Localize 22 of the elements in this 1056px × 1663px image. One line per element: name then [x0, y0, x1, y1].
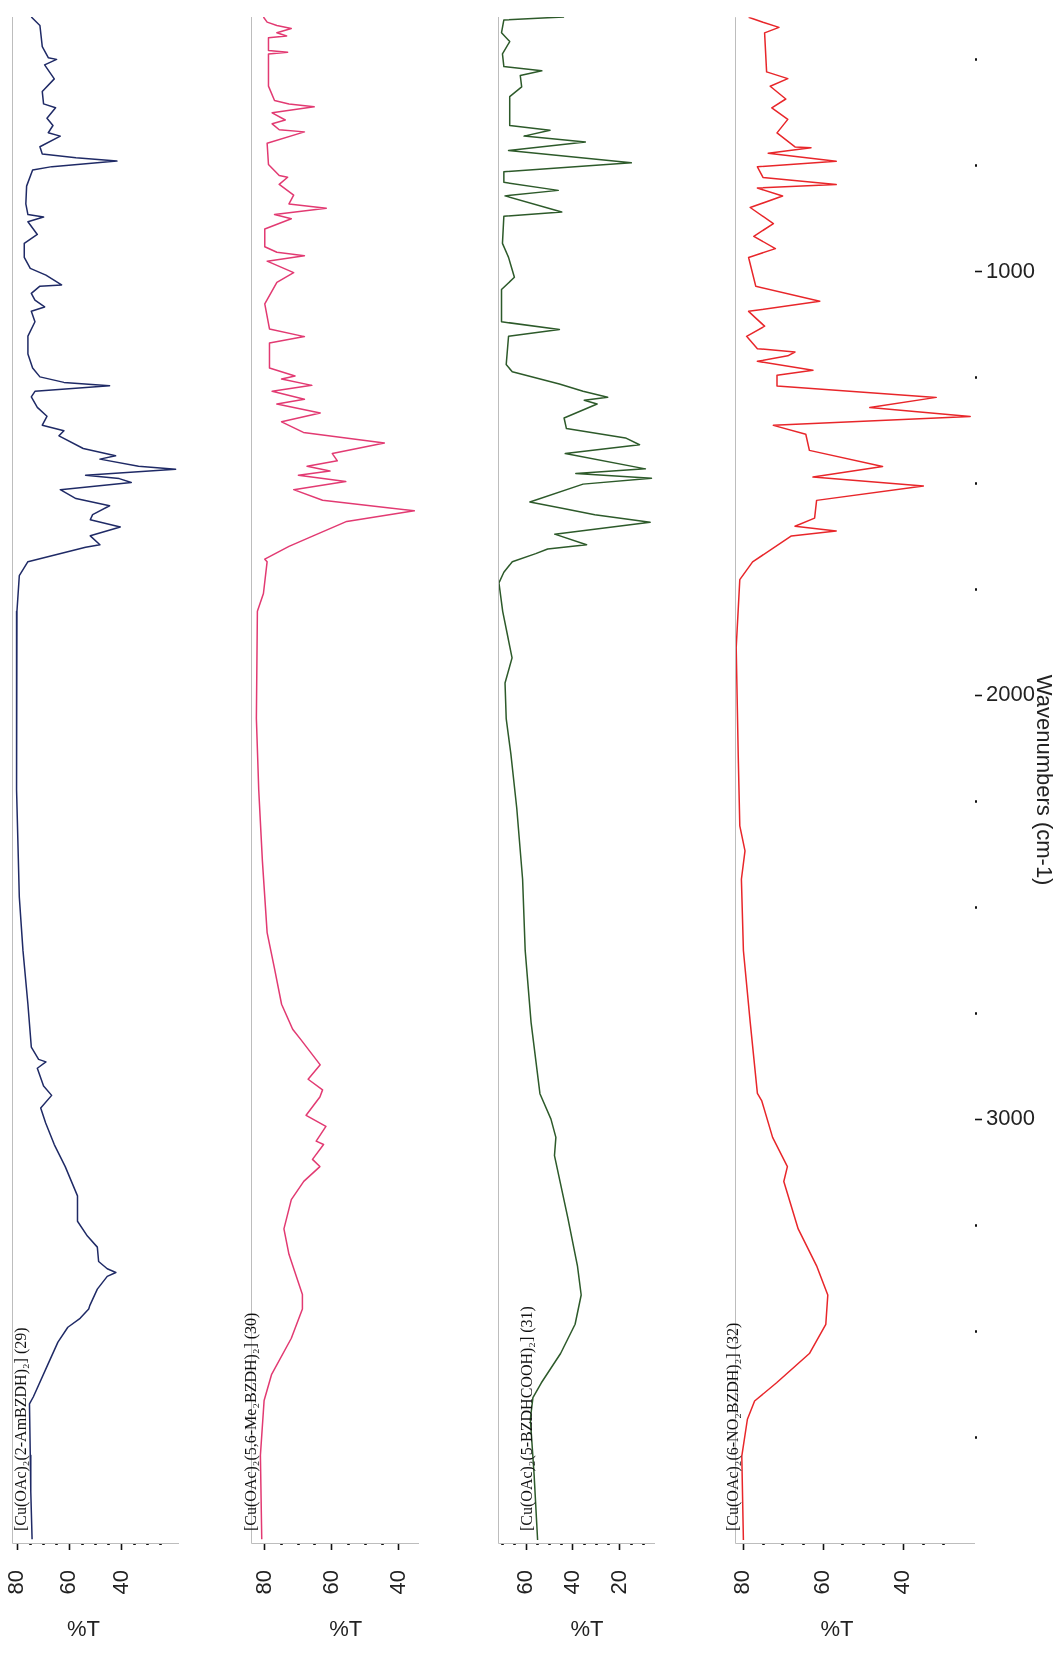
x-tick-label: 60 [317, 1570, 343, 1595]
x-axis-title: %T [329, 1616, 363, 1642]
x-axis-title: %T [820, 1616, 854, 1642]
x-tick-label: 20 [605, 1570, 631, 1595]
text: [Cu(OAc)₂(5-BZDHCOOH)₂] (31) [517, 1306, 536, 1531]
y-tick-label: 3000 [986, 1105, 1035, 1131]
text: [Cu(OAc)₂(6-NO₂BZDH)₂] (32) [723, 1322, 742, 1531]
x-tick-label: 60 [512, 1570, 538, 1595]
x-axis-title: %T [66, 1616, 100, 1642]
x-tick-label: 40 [559, 1570, 585, 1595]
x-tick-label: 60 [809, 1570, 835, 1595]
x-tick-label: 60 [55, 1570, 81, 1595]
y-tick-label: 1000 [986, 257, 1035, 283]
text: [Cu(OAc)₂(5,6-Me₂BZDH)₂] (30) [241, 1312, 260, 1531]
x-tick-label: 40 [889, 1570, 915, 1595]
x-axis-title: %T [570, 1616, 604, 1642]
x-tick-label: 40 [107, 1570, 133, 1595]
x-tick-label: 40 [384, 1570, 410, 1595]
text: [Cu(OAc)₂(2-AmBZDH)₂] (29) [12, 1327, 31, 1531]
x-tick-label: 80 [729, 1570, 755, 1595]
x-tick-label: 80 [250, 1570, 276, 1595]
x-tick-label: 80 [3, 1570, 29, 1595]
